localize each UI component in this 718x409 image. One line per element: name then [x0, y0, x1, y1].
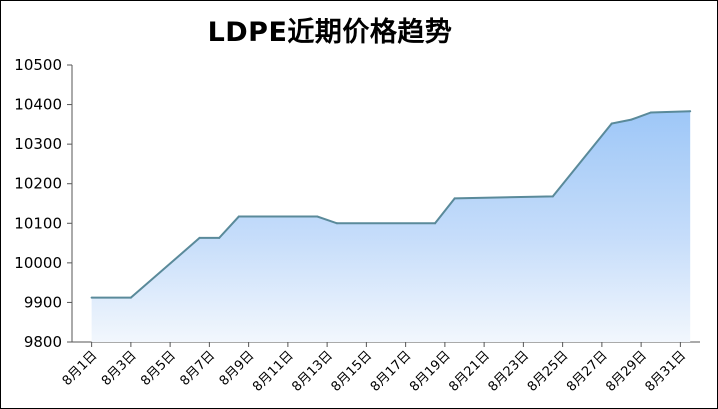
x-tick-label: 8月23日: [486, 348, 533, 395]
x-tick-label: 8月7日: [178, 348, 219, 389]
data-point: [218, 236, 221, 239]
x-tick-label: 8月1日: [60, 348, 101, 389]
data-point: [198, 236, 201, 239]
series-line: [91, 110, 691, 299]
x-tick-label: 8月21日: [446, 348, 493, 395]
x-tick-label: 8月19日: [407, 348, 454, 395]
y-tick-label: 10400: [14, 96, 62, 114]
data-point: [335, 222, 338, 225]
x-tick-label: 8月17日: [368, 348, 415, 395]
y-tick-label: 9900: [24, 293, 62, 311]
y-tick-label: 10100: [14, 214, 62, 232]
x-tick-label: 8月5日: [138, 348, 179, 389]
y-tick-label: 9800: [24, 333, 62, 351]
data-point: [316, 215, 319, 218]
data-point: [129, 296, 132, 299]
x-tick-label: 8月13日: [289, 348, 336, 395]
y-tick-label: 10500: [14, 56, 62, 74]
data-point: [551, 195, 554, 198]
data-point: [90, 296, 93, 299]
x-tick-label: 8月29日: [603, 348, 650, 395]
data-point: [649, 111, 652, 114]
x-tick-label: 8月25日: [525, 348, 572, 395]
data-point: [434, 222, 437, 225]
x-tick-label: 8月27日: [564, 348, 611, 395]
data-point: [453, 197, 456, 200]
x-tick-label: 8月3日: [99, 348, 140, 389]
y-tick-label: 10300: [14, 135, 62, 153]
x-tick-label: 8月31日: [643, 348, 690, 395]
chart-title: LDPE近期价格趋势: [207, 17, 453, 48]
data-point: [630, 118, 633, 121]
x-tick-label: 8月15日: [329, 348, 376, 395]
y-tick-label: 10200: [14, 175, 62, 193]
y-tick-label: 10000: [14, 254, 62, 272]
data-point: [610, 122, 613, 125]
series-area: [91, 111, 691, 342]
data-point: [689, 110, 692, 113]
x-tick-label: 8月11日: [250, 348, 297, 395]
data-point: [237, 215, 240, 218]
